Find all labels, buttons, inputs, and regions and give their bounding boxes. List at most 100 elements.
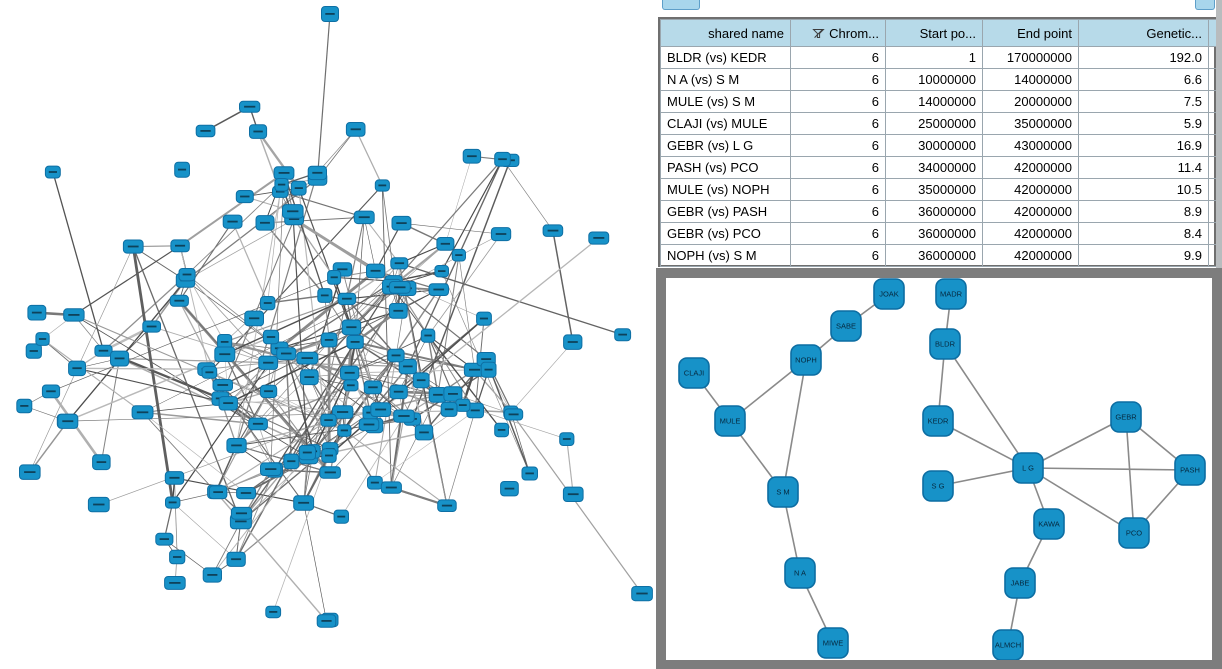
large-network-node[interactable] [563, 334, 583, 350]
large-network-node[interactable] [293, 495, 315, 511]
large-network-edge[interactable] [66, 336, 272, 422]
large-network-edge[interactable] [390, 415, 405, 488]
large-network-node[interactable] [258, 355, 279, 370]
large-network-node[interactable] [201, 365, 218, 379]
large-network-edge[interactable] [349, 372, 422, 381]
small-network-edge[interactable] [1027, 416, 1127, 469]
tab-stub-right[interactable] [1195, 0, 1215, 10]
large-network-edge[interactable] [131, 246, 175, 503]
large-network-edge[interactable] [458, 159, 503, 256]
large-network-edge[interactable] [224, 298, 348, 355]
large-network-edge[interactable] [67, 412, 371, 422]
large-network-node[interactable] [235, 190, 254, 204]
large-network-node[interactable] [165, 496, 181, 509]
large-network-edge[interactable] [374, 355, 397, 483]
large-network-node[interactable] [260, 296, 276, 311]
network-node-KEDR[interactable]: KEDR [922, 405, 954, 437]
large-network-node[interactable] [307, 165, 328, 181]
network-node-NA[interactable]: N A [784, 557, 816, 589]
large-network-edge[interactable] [363, 216, 400, 264]
large-network-edge[interactable] [396, 355, 475, 371]
large-network-node[interactable] [262, 329, 280, 345]
large-network-node[interactable] [428, 283, 449, 297]
network-node-MADR[interactable]: MADR [935, 278, 967, 310]
large-network-node[interactable] [222, 214, 243, 229]
large-network-edge[interactable] [178, 300, 314, 452]
table-row[interactable]: N A (vs) S M 6 10000000 14000000 6.6 [660, 68, 1219, 91]
large-network-node[interactable] [131, 405, 154, 420]
large-network-node[interactable] [337, 424, 352, 437]
large-network-edge[interactable] [381, 185, 392, 488]
large-network-node[interactable] [94, 344, 113, 357]
network-node-SG[interactable]: S G [922, 470, 954, 502]
large-network-node[interactable] [63, 308, 85, 322]
large-network-node[interactable] [260, 384, 278, 399]
large-network-edge[interactable] [285, 353, 370, 425]
network-node-ALMCH[interactable]: ALMCH [992, 629, 1024, 660]
tab-stub-left[interactable] [662, 0, 700, 10]
large-network-node[interactable] [283, 453, 300, 470]
large-network-node[interactable] [340, 365, 360, 381]
table-row[interactable]: MULE (vs) S M 6 14000000 20000000 7.5 [660, 90, 1219, 113]
large-network-node[interactable] [374, 179, 390, 192]
table-row[interactable]: NOPH (vs) S M 6 36000000 42000000 9.9 [660, 244, 1219, 267]
network-node-LG[interactable]: L G [1012, 452, 1044, 484]
large-network-node[interactable] [391, 215, 412, 231]
large-network-edge[interactable] [267, 294, 325, 304]
large-network-node[interactable] [226, 438, 247, 454]
large-network-node[interactable] [239, 100, 261, 113]
large-network-node[interactable] [390, 257, 409, 270]
large-network-node[interactable] [226, 551, 246, 567]
large-network-edge[interactable] [458, 255, 475, 370]
large-network-edge[interactable] [50, 277, 335, 392]
large-network-node[interactable] [614, 328, 632, 342]
large-network-edge[interactable] [283, 172, 326, 296]
large-network-node[interactable] [366, 263, 386, 279]
large-network-edge[interactable] [566, 439, 574, 495]
large-network-node[interactable] [25, 343, 42, 359]
large-network-node[interactable] [494, 151, 511, 167]
large-network-node[interactable] [434, 265, 449, 278]
large-network-node[interactable] [380, 481, 402, 494]
large-network-edge[interactable] [302, 455, 330, 504]
large-network-node[interactable] [35, 332, 50, 346]
large-network-node[interactable] [436, 237, 455, 251]
column-header-name[interactable]: shared name [660, 19, 791, 47]
large-network-node[interactable] [320, 332, 338, 348]
large-network-node[interactable] [504, 408, 524, 421]
large-network-node[interactable] [249, 124, 268, 139]
large-network-edge[interactable] [293, 218, 335, 278]
large-network-node[interactable] [588, 231, 610, 245]
large-network-node[interactable] [218, 396, 238, 411]
large-network-node[interactable] [370, 402, 392, 417]
large-network-node[interactable] [414, 424, 434, 441]
large-network-node[interactable] [443, 386, 463, 402]
large-network-edge[interactable] [401, 222, 502, 235]
large-network-edge[interactable] [100, 358, 121, 463]
column-header-start[interactable]: Start po... [885, 19, 983, 47]
large-network-node[interactable] [92, 454, 111, 471]
large-network-node[interactable] [388, 281, 411, 294]
large-network-edge[interactable] [179, 245, 210, 373]
large-network-node[interactable] [27, 304, 47, 321]
large-network-node[interactable] [412, 372, 430, 389]
large-network-node[interactable] [437, 499, 457, 512]
network-node-SM[interactable]: S M [767, 476, 799, 508]
large-network-edge[interactable] [142, 412, 217, 493]
large-network-node[interactable] [353, 210, 375, 225]
large-network-edge[interactable] [441, 159, 504, 272]
large-network-node[interactable] [260, 462, 282, 476]
large-network-edge[interactable] [235, 469, 275, 560]
large-network-node[interactable] [273, 166, 295, 180]
large-network-node[interactable] [631, 586, 653, 602]
large-network-node[interactable] [282, 204, 304, 219]
large-network-edge[interactable] [142, 412, 247, 494]
network-node-PASH[interactable]: PASH [1174, 454, 1206, 486]
table-row[interactable]: GEBR (vs) L G 6 30000000 43000000 16.9 [660, 134, 1219, 157]
small-network-canvas[interactable]: JOAK SABE NOPH CLAJI MULE S M N A MIWE MADR BLDR K… [666, 278, 1212, 660]
large-network-edge[interactable] [375, 222, 403, 272]
large-network-node[interactable] [398, 358, 417, 375]
large-network-edge[interactable] [355, 129, 383, 186]
network-node-SABE[interactable]: SABE [830, 310, 862, 342]
large-network-node[interactable] [236, 487, 257, 500]
